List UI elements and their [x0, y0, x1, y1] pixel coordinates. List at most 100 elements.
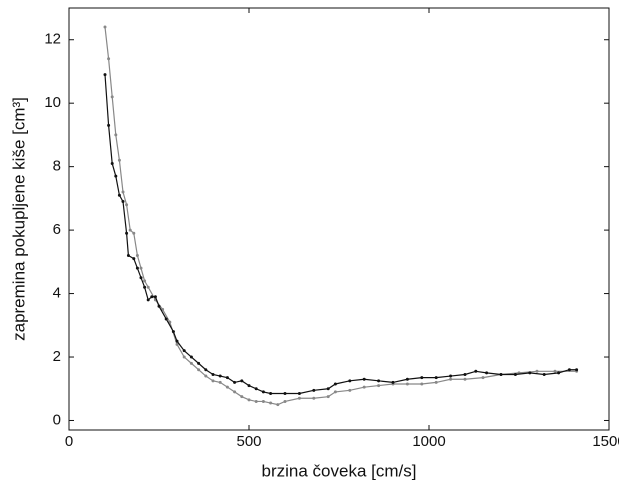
data-point [143, 285, 147, 289]
data-point [348, 388, 352, 392]
data-point [535, 369, 539, 373]
y-tick-label: 0 [53, 411, 61, 428]
data-point [326, 387, 330, 391]
data-point [283, 392, 287, 396]
data-point [481, 376, 485, 380]
data-point [175, 339, 179, 343]
data-point [269, 392, 273, 396]
data-point [117, 158, 121, 162]
data-point [326, 395, 330, 399]
data-point [218, 374, 222, 378]
data-point [528, 371, 532, 375]
x-tick-label: 500 [236, 433, 261, 450]
x-tick-label: 0 [65, 433, 73, 450]
data-point [420, 376, 424, 380]
y-tick-label: 10 [44, 94, 61, 111]
data-point [247, 398, 251, 402]
data-point [377, 379, 381, 383]
data-point [225, 376, 229, 380]
data-point [132, 231, 136, 235]
data-point [175, 342, 179, 346]
data-point [197, 368, 201, 372]
data-point [333, 382, 337, 386]
data-point [114, 174, 118, 178]
data-point [182, 355, 186, 359]
y-axis-label: zapremina pokupljene kiše [cm³] [9, 97, 28, 341]
data-point [125, 203, 129, 207]
data-point [107, 123, 111, 127]
data-point [189, 361, 193, 365]
x-tick-label: 1000 [412, 433, 445, 450]
data-point [499, 372, 503, 376]
data-point [211, 379, 215, 383]
data-point [150, 295, 154, 299]
data-point [463, 372, 467, 376]
data-point [139, 276, 143, 280]
data-point [121, 200, 125, 204]
data-point [254, 387, 258, 391]
data-line [104, 74, 577, 395]
data-point [474, 369, 478, 373]
data-point [463, 377, 467, 381]
data-point [125, 231, 129, 235]
data-point [103, 73, 107, 77]
data-point [211, 372, 215, 376]
data-point [240, 395, 244, 399]
data-point [153, 295, 157, 299]
plot-frame [68, 7, 610, 431]
data-point [114, 133, 118, 137]
data-point [143, 279, 147, 283]
data-point [377, 384, 381, 388]
data-point [542, 372, 546, 376]
data-point [405, 382, 409, 386]
data-point [553, 369, 557, 373]
data-point [126, 253, 130, 257]
data-point [233, 390, 237, 394]
data-point [197, 361, 201, 365]
data-point [157, 304, 161, 308]
y-tick-label: 6 [53, 221, 61, 238]
data-point [204, 374, 208, 378]
data-point [261, 390, 265, 394]
data-point [204, 368, 208, 372]
data-point [135, 266, 139, 270]
data-point [391, 380, 395, 384]
y-tick-label: 2 [53, 348, 61, 365]
data-point [449, 374, 453, 378]
data-point [405, 377, 409, 381]
data-point [254, 399, 258, 403]
y-tick-label: 12 [44, 31, 61, 48]
data-point [182, 349, 186, 353]
data-point [312, 396, 316, 400]
data-point [449, 377, 453, 381]
data-point [233, 380, 237, 384]
data-point [240, 379, 244, 383]
data-point [103, 25, 107, 29]
data-point [297, 392, 301, 396]
data-point [110, 95, 114, 99]
data-point [420, 382, 424, 386]
data-point [362, 385, 366, 389]
data-point [283, 399, 287, 403]
data-point [557, 371, 561, 375]
data-point [333, 390, 337, 394]
data-point [117, 193, 121, 197]
data-point [261, 399, 265, 403]
data-point [164, 317, 168, 321]
x-axis-label: brzina čoveka [cm/s] [262, 461, 417, 480]
data-point [189, 355, 193, 359]
data-point [218, 380, 222, 384]
data-point [269, 401, 273, 405]
data-point [121, 190, 125, 194]
data-point [297, 396, 301, 400]
data-point [312, 388, 316, 392]
data-point [567, 368, 571, 372]
data-point [128, 228, 132, 232]
data-point [225, 385, 229, 389]
y-tick-label: 8 [53, 158, 61, 175]
data-point [171, 330, 175, 334]
data-point [146, 285, 150, 289]
y-tick-label: 4 [53, 285, 61, 302]
data-point [348, 379, 352, 383]
